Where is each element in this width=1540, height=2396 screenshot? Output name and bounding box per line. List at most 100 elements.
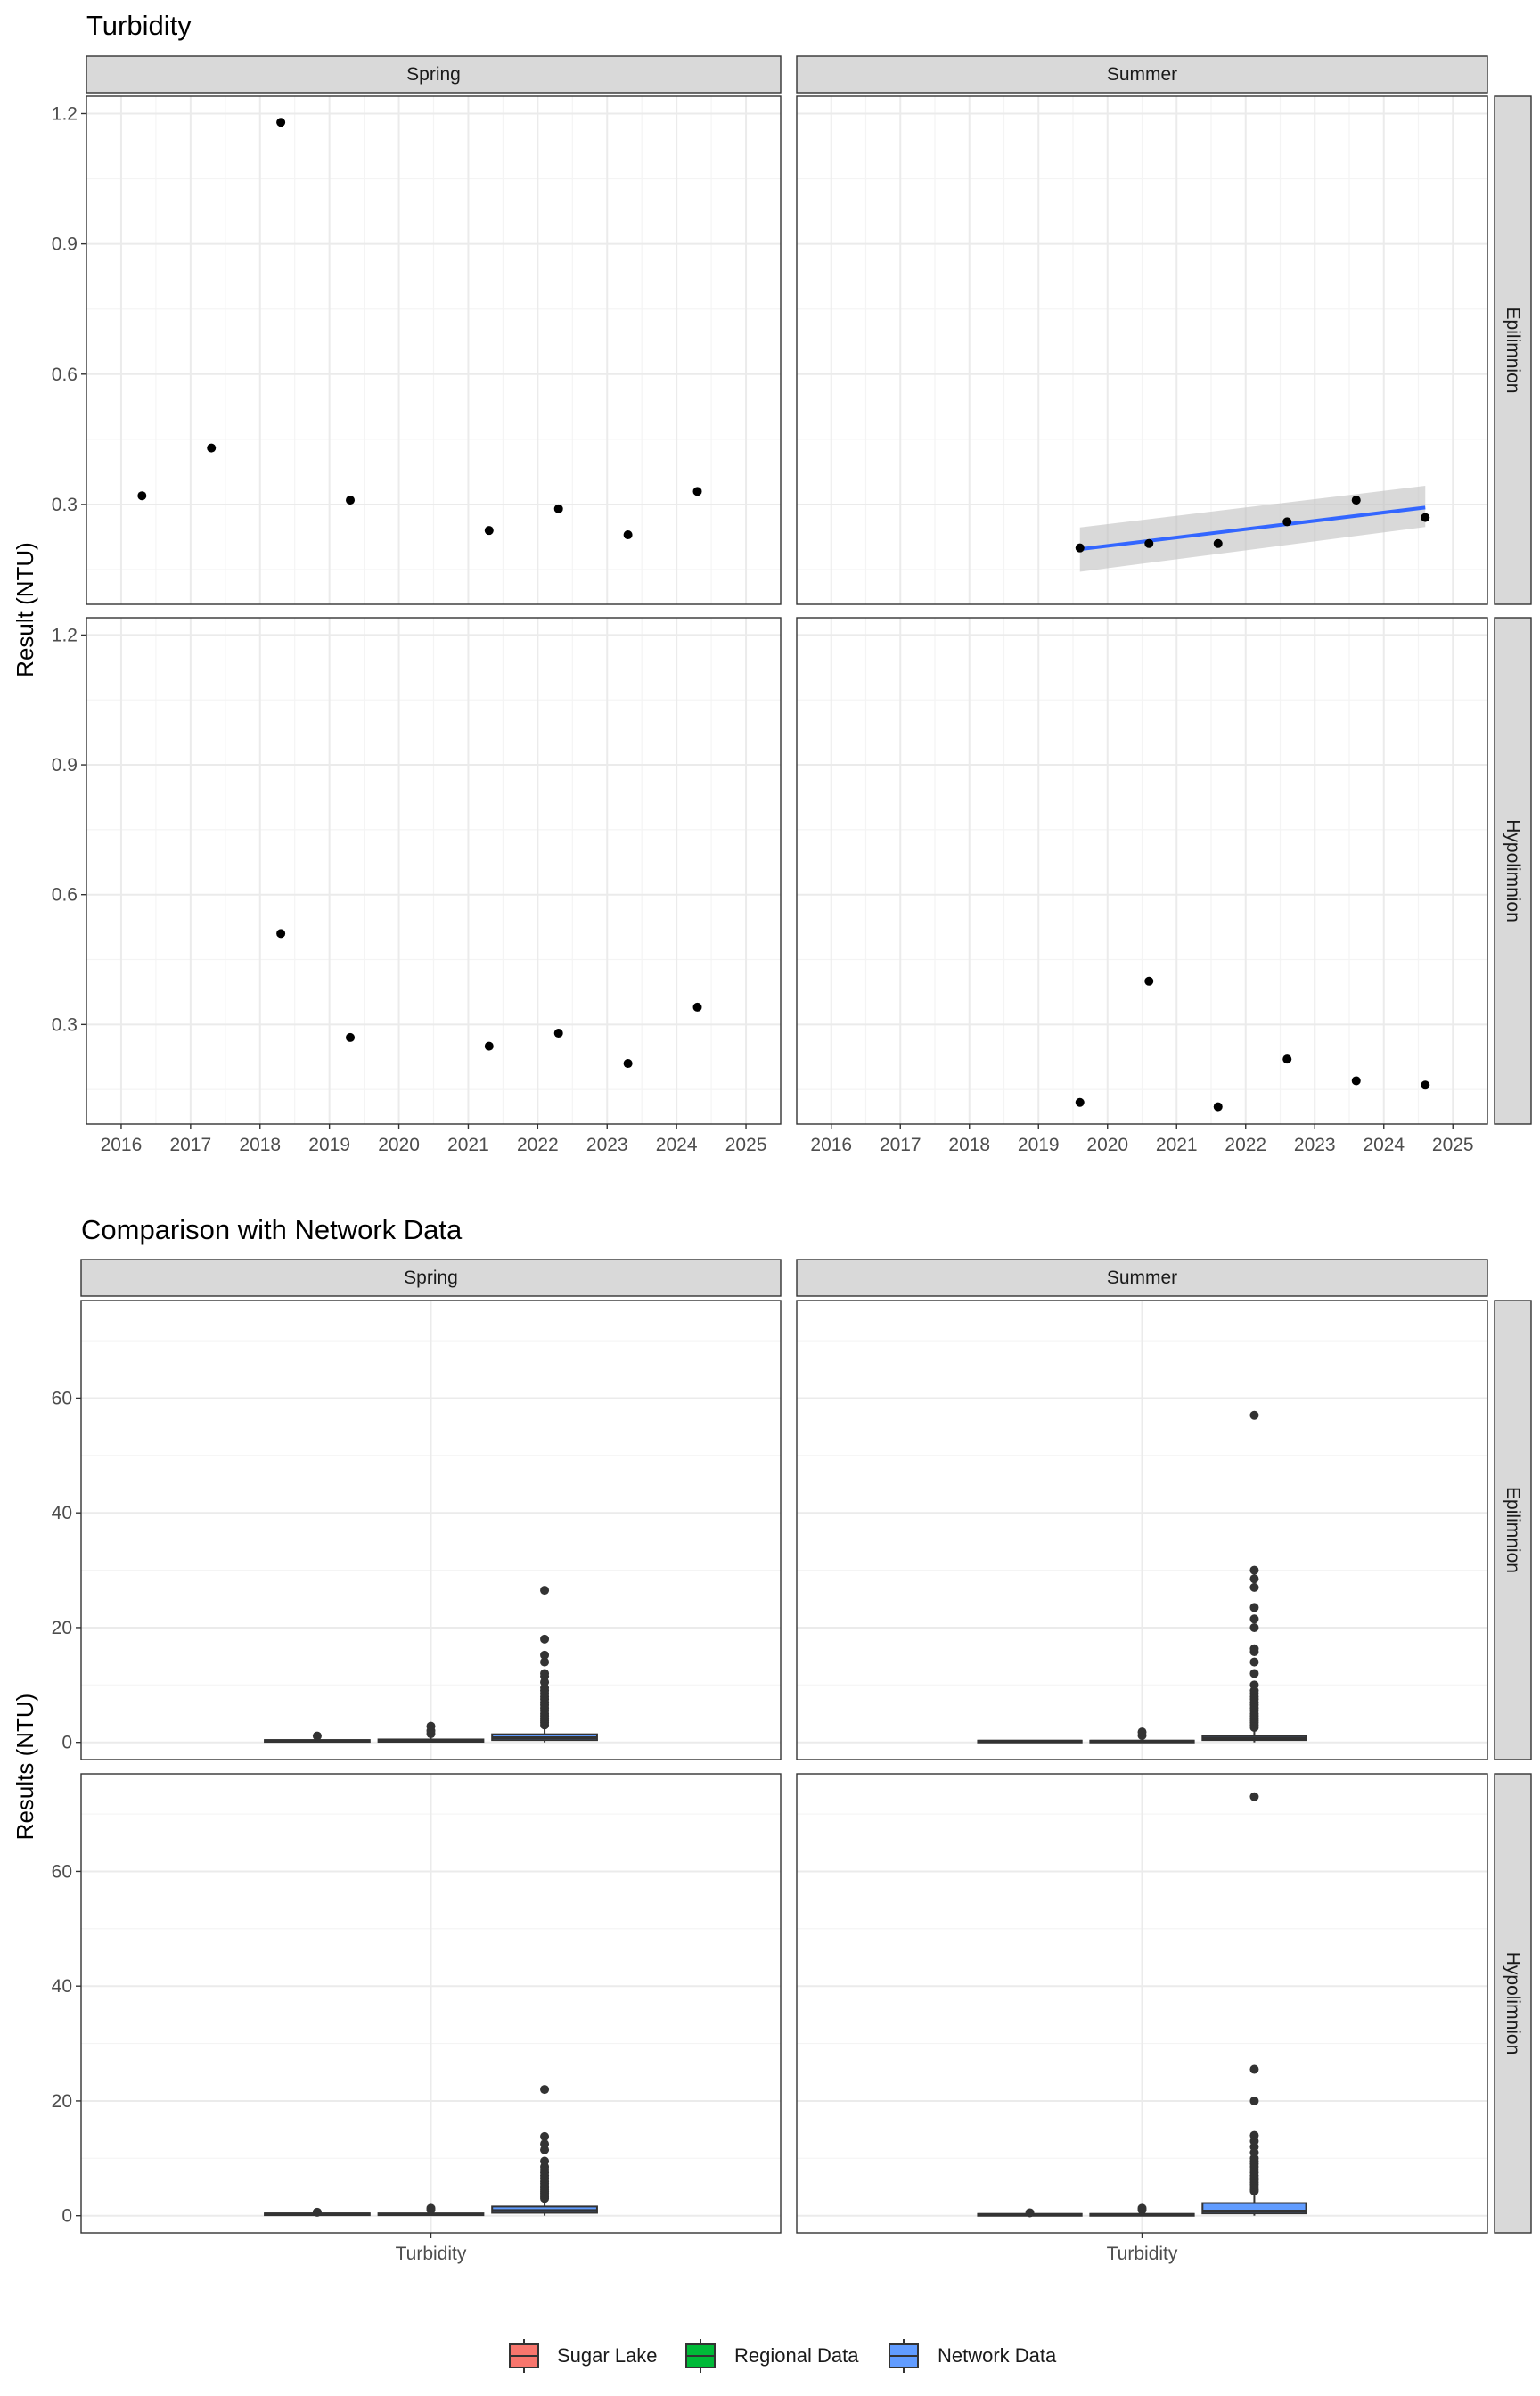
data-point	[1075, 543, 1085, 553]
x-tick-label: 2016	[101, 1135, 143, 1155]
outlier-point	[1249, 1614, 1259, 1624]
turbidity-trend-chart: Turbidity Result (NTU) 0.3 0.6 0.9 1.2 0.3 0.6 0…	[12, 10, 1532, 1155]
data-point	[1213, 538, 1223, 548]
x-tick-label: 2023	[1294, 1135, 1336, 1155]
y-tick-label: 0.9	[52, 234, 78, 255]
legend-item: Network Data	[889, 2339, 1057, 2373]
x-tick-label: 2018	[948, 1135, 990, 1155]
x-tick-label: 2017	[880, 1135, 922, 1155]
network-comparison-chart: Comparison with Network Data Results (NTU…	[12, 1214, 1532, 2264]
outlier-point	[540, 1669, 550, 1678]
outlier-point	[540, 1634, 550, 1644]
row-strip-label: Epilimnion	[1503, 308, 1523, 394]
outlier-point	[1249, 1574, 1259, 1584]
legend: Sugar Lake Regional Data Network Data	[509, 2339, 1057, 2373]
box-regional-data	[1089, 1727, 1195, 1744]
y-tick-label: 40	[52, 1976, 72, 1997]
data-point	[1144, 538, 1154, 548]
legend-label: Network Data	[938, 2344, 1057, 2367]
y-tick-label: 1.2	[52, 625, 78, 645]
data-point	[553, 504, 563, 513]
outlier-point	[540, 1650, 550, 1660]
facet-panel-summer-hypolimnion	[796, 1773, 1488, 2234]
facet-panel-spring-hypolimnion	[80, 1773, 782, 2234]
x-tick-label: 2024	[656, 1135, 698, 1155]
row-strip	[1494, 1773, 1532, 2234]
data-point	[484, 526, 494, 536]
box-regional-data	[377, 1721, 485, 1744]
x-tick-label: 2022	[1225, 1135, 1266, 1155]
outlier-point	[540, 2139, 550, 2149]
row-strip	[1494, 617, 1532, 1125]
outlier-point	[540, 2131, 550, 2141]
column-strip	[796, 1259, 1488, 1297]
outlier-point	[1137, 1727, 1147, 1737]
x-tick-label: 2021	[447, 1135, 489, 1155]
outlier-point	[1025, 2208, 1035, 2218]
box-sugar-lake	[977, 2208, 1083, 2218]
data-point	[346, 1032, 356, 1042]
outlier-point	[1249, 1657, 1259, 1667]
data-point	[346, 496, 356, 505]
facet-panel-summer-hypolimnion	[796, 617, 1488, 1125]
data-point	[1282, 517, 1292, 527]
x-tick-label: 2020	[378, 1135, 420, 1155]
outlier-point	[1249, 1669, 1259, 1678]
data-point	[623, 530, 633, 540]
x-tick-label: 2025	[1432, 1135, 1474, 1155]
box-sugar-lake	[264, 2207, 371, 2217]
y-tick-label: 60	[52, 1861, 72, 1882]
box-network-data	[1201, 1410, 1307, 1743]
y-tick-label: 0.3	[52, 495, 78, 515]
facet-panel-spring-epilimnion	[80, 1300, 782, 1760]
data-point	[1144, 976, 1154, 986]
x-tick-label: 2018	[239, 1135, 281, 1155]
outlier-point	[1249, 1565, 1259, 1575]
data-point	[1421, 1080, 1430, 1090]
column-strip-label: Spring	[404, 1268, 458, 1288]
outlier-point	[540, 1586, 550, 1596]
outlier-point	[1249, 2064, 1259, 2074]
legend-item: Sugar Lake	[509, 2339, 658, 2373]
data-point	[692, 1002, 702, 1012]
y-tick-label: 60	[52, 1388, 72, 1408]
trend-line	[1079, 505, 1426, 552]
data-point	[484, 1041, 494, 1051]
data-point	[1075, 1097, 1085, 1107]
data-point	[1351, 496, 1361, 505]
legend-label: Sugar Lake	[557, 2344, 658, 2367]
box-sugar-lake	[264, 1731, 371, 1744]
box-sugar-lake	[977, 1739, 1083, 1744]
row-strip-label: Hypolimnion	[1503, 1952, 1523, 2055]
data-point	[276, 929, 286, 939]
outlier-point	[1249, 1680, 1259, 1690]
panel-border	[796, 95, 1488, 605]
x-tick-label: Turbidity	[1107, 2244, 1178, 2264]
outlier-point	[1137, 2203, 1147, 2213]
outlier-point	[312, 2207, 322, 2217]
panel-border	[80, 1300, 782, 1760]
outlier-point	[1249, 2096, 1259, 2105]
row-strip	[1494, 1300, 1532, 1760]
box-body	[1201, 2202, 1307, 2215]
y-tick-label: 0.6	[52, 885, 78, 906]
x-tick-label: 2022	[517, 1135, 559, 1155]
y-tick-label: 0.6	[52, 365, 78, 385]
data-point	[623, 1059, 633, 1069]
data-point	[553, 1029, 563, 1038]
data-point	[137, 491, 147, 501]
y-tick-label: 20	[52, 2091, 72, 2112]
column-strip-label: Spring	[406, 64, 461, 85]
outlier-point	[540, 2156, 550, 2166]
facet-panel-summer-epilimnion	[796, 1300, 1488, 1760]
box-network-data	[491, 1586, 598, 1743]
outlier-point	[1249, 1410, 1259, 1420]
y-tick-label: 1.2	[52, 103, 78, 124]
legend-item: Regional Data	[685, 2339, 859, 2373]
x-tick-label: Turbidity	[396, 2244, 467, 2264]
column-strip	[86, 55, 782, 94]
outlier-point	[1249, 2130, 1259, 2140]
box-regional-data	[377, 2203, 485, 2217]
chart-title: Comparison with Network Data	[81, 1214, 463, 1245]
